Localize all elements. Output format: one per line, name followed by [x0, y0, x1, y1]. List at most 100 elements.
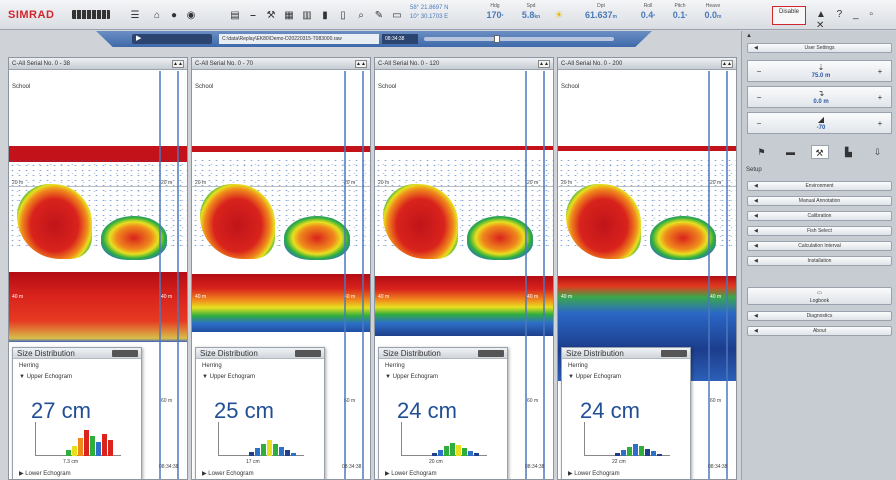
echogram-panel-3[interactable]: C-All Serial No. 0 - 120 ▲▲ School 20 m …	[374, 57, 554, 480]
histogram-svg	[432, 443, 479, 456]
bars-icon[interactable]: ▯	[340, 9, 346, 21]
echogram-panel-4[interactable]: C-All Serial No. 0 - 200 ▲▲ School 20 m …	[557, 57, 737, 480]
echogram-panel-1[interactable]: C-All Serial No. 0 - 38 ▲▲ School 20 m 2…	[8, 57, 188, 480]
surface-layer	[375, 146, 553, 150]
expand-icon: ◀	[754, 183, 758, 189]
school-label: School	[378, 84, 397, 90]
window-buttons[interactable]	[112, 350, 138, 357]
logbook-button[interactable]: ▭ Logbook	[747, 287, 892, 305]
size-distribution-window[interactable]: Size Distribution Herring ▼ Upper Echogr…	[12, 347, 142, 479]
calculation-interval-button[interactable]: ◀ Calculation Interval	[747, 241, 892, 251]
echogram-panel-2[interactable]: C-All Serial No. 0 - 70 ▲▲ School 20 m 2…	[191, 57, 371, 480]
range-marker-line-2[interactable]	[726, 71, 728, 479]
size-distribution-title: Size Distribution	[383, 349, 441, 358]
school-label: School	[12, 84, 31, 90]
panel-title: C-All Serial No. 0 - 200	[558, 58, 736, 70]
installation-button[interactable]: ◀ Installation	[747, 256, 892, 266]
histogram-icon[interactable]: ▮	[322, 9, 328, 21]
histogram-bar	[474, 453, 479, 456]
range-marker-line[interactable]	[344, 71, 346, 479]
replay-slider[interactable]	[424, 35, 614, 43]
range-marker-line-2[interactable]	[177, 71, 179, 479]
range-marker-line[interactable]	[159, 71, 161, 479]
range-marker-line-2[interactable]	[543, 71, 545, 479]
range-decrease-button[interactable]: −	[756, 67, 762, 76]
lower-echogram-toggle[interactable]: ▶ Lower Echogram	[19, 471, 71, 477]
screen-icon[interactable]: ▭	[392, 9, 402, 21]
maximize-icon[interactable]: ▲▲	[538, 60, 550, 68]
size-distribution-window[interactable]: Size Distribution Herring ▼ Upper Echogr…	[195, 347, 325, 479]
size-distribution-window[interactable]: Size Distribution Herring ▼ Upper Echogr…	[561, 347, 691, 479]
range-marker-line-2[interactable]	[362, 71, 364, 479]
tab-operation-icon[interactable]: ⚑	[757, 147, 766, 157]
grid-icon[interactable]: ▦	[284, 9, 294, 21]
start-depth-control[interactable]: − ↴ 0.0 m +	[747, 86, 892, 108]
gain-decrease-button[interactable]: −	[756, 119, 762, 128]
tab-setup-icon[interactable]: ⚒	[810, 145, 829, 159]
about-button[interactable]: ◀ About	[747, 326, 892, 336]
ruler-icon[interactable]: ⎯	[250, 9, 256, 21]
calibration-button[interactable]: ◀ Calibration	[747, 211, 892, 221]
tab-functions-icon[interactable]: ▙	[845, 147, 852, 157]
replay-slider-thumb[interactable]	[493, 35, 500, 43]
window-buttons[interactable]	[295, 350, 321, 357]
window-buttons[interactable]	[661, 350, 687, 357]
gain-increase-button[interactable]: +	[877, 119, 883, 128]
replay-file-name[interactable]: C:\data\Replay\EK80\Demo-D20220315-T0830…	[219, 34, 379, 44]
expand-icon: ◀	[754, 213, 758, 219]
home-icon[interactable]: ⌂	[153, 9, 161, 21]
ping-time: 08:34:38	[708, 464, 728, 470]
mean-size: 27 cm	[31, 398, 91, 423]
panel-title: C-All Serial No. 0 - 120	[375, 58, 553, 70]
palette-icon[interactable]: ▥	[302, 9, 312, 21]
play-button[interactable]: ▶	[132, 34, 212, 44]
range-marker-line[interactable]	[525, 71, 527, 479]
fish-select-button[interactable]: ◀ Fish Select	[747, 226, 892, 236]
upper-echogram-toggle[interactable]: ▼ Upper Echogram	[202, 374, 255, 380]
window-controls[interactable]: ▲ ? _ ▫ ✕	[816, 9, 877, 31]
seabed-echo	[375, 276, 553, 336]
maximize-icon[interactable]: ▲▲	[172, 60, 184, 68]
histogram-bar	[273, 444, 278, 456]
record-icon[interactable]: ●	[170, 9, 178, 21]
start-increase-button[interactable]: +	[877, 93, 883, 102]
manual-annotation-button[interactable]: ◀ Manual Annotation	[747, 196, 892, 206]
upper-echogram-toggle[interactable]: ▼ Upper Echogram	[19, 374, 72, 380]
size-distribution-window[interactable]: Size Distribution Herring ▼ Upper Echogr…	[378, 347, 508, 479]
tools-icon[interactable]: ⚒	[266, 9, 276, 21]
panel-collapse-icon[interactable]: ▲	[746, 33, 752, 39]
range-control[interactable]: − ⇣ 75.0 m +	[747, 60, 892, 82]
histogram-bar	[444, 446, 449, 456]
start-decrease-button[interactable]: −	[756, 93, 762, 102]
lower-echogram-toggle[interactable]: ▶ Lower Echogram	[385, 471, 437, 477]
depth-line-20	[375, 186, 553, 187]
heading-readout: Hdg 170°	[486, 3, 504, 20]
wrench-icon[interactable]: ✎	[374, 9, 384, 21]
upper-echogram-toggle[interactable]: ▼ Upper Echogram	[385, 374, 438, 380]
size-distribution-title: Size Distribution	[566, 349, 624, 358]
upper-echogram-toggle[interactable]: ▼ Upper Echogram	[568, 374, 621, 380]
lower-echogram-toggle[interactable]: ▶ Lower Echogram	[202, 471, 254, 477]
tab-output-icon[interactable]: ⇩	[873, 147, 882, 157]
disable-button[interactable]: Disable	[772, 6, 806, 25]
maximize-icon[interactable]: ▲▲	[355, 60, 367, 68]
species-name: Herring	[19, 363, 39, 369]
diagnostics-button[interactable]: ◀ Diagnostics	[747, 311, 892, 321]
range-marker-line[interactable]	[708, 71, 710, 479]
range-increase-button[interactable]: +	[877, 67, 883, 76]
lower-echogram-toggle[interactable]: ▶ Lower Echogram	[568, 471, 620, 477]
window-buttons[interactable]	[478, 350, 504, 357]
fish-school-small	[101, 216, 167, 260]
maximize-icon[interactable]: ▲▲	[721, 60, 733, 68]
user-settings-button[interactable]: ◀ User Settings	[747, 43, 892, 53]
zoom-icon[interactable]: ⌕	[358, 9, 364, 21]
environment-button[interactable]: ◀ Environment	[747, 181, 892, 191]
tab-display-icon[interactable]: ▬	[786, 147, 795, 157]
chart-icon[interactable]: ▤	[230, 9, 240, 21]
histogram-x-label: 22 cm	[612, 459, 626, 465]
gain-control[interactable]: − ◢ -70 +	[747, 112, 892, 134]
expand-icon: ◀	[754, 228, 758, 234]
options-icon[interactable]: ◉	[186, 9, 196, 21]
menu-icon[interactable]: ☰	[130, 9, 140, 21]
histogram-bar	[261, 444, 266, 456]
